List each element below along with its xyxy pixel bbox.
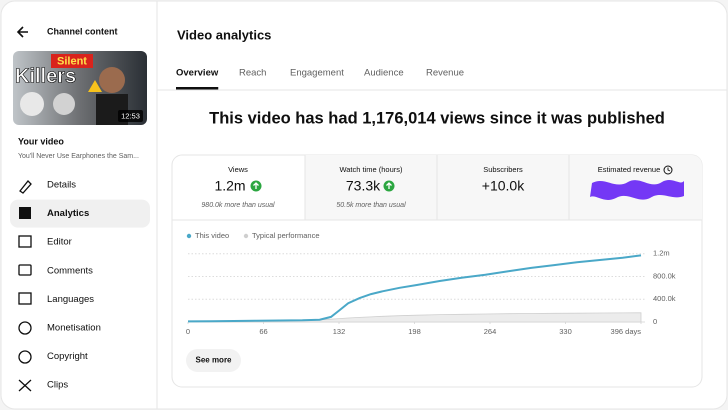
metric-label: Estimated revenue [598,165,661,174]
up-icon [250,180,262,192]
y-tick-label: 1.2m [653,249,670,258]
legend-label: This video [195,231,229,240]
duration: 12:53 [121,111,140,120]
metric-note: 980.0k more than usual [201,202,275,209]
nav-item[interactable]: Editor [47,237,72,248]
thumb-caption: Silent [57,55,87,67]
nav-item[interactable]: Clips [47,380,68,391]
series-line [187,254,642,323]
x-tick-label: 132 [333,327,346,336]
y-tick-label: 800.0k [653,271,676,280]
y-tick-label: 400.0k [653,294,676,303]
tab[interactable]: Reach [239,68,266,79]
nav-item[interactable]: Copyright [47,351,88,362]
sidebar-header: Channel content [47,26,118,36]
nav-item[interactable]: Comments [47,265,93,276]
thumb-tag [51,54,93,68]
metric-value: 73.3k [346,178,381,194]
legend-label: Typical performance [252,231,320,240]
tab[interactable]: Overview [176,68,219,79]
nav-item[interactable]: Analytics [47,208,89,219]
metric-label: Views [228,165,248,174]
metric-note: 50.5k more than usual [336,202,406,209]
nav-item[interactable]: Details [47,180,76,191]
x-tick-label: 0 [186,327,190,336]
redaction [590,180,684,200]
nav-selected [10,199,150,228]
metric-value: 1.2m [214,178,245,194]
x-tick-label: 66 [259,327,267,336]
tab-underline [176,87,219,90]
x-tick-label: 198 [408,327,421,336]
back-arrow[interactable] [16,26,28,38]
see-more-label[interactable]: See more [195,356,232,365]
metric-value: +10.0k [482,178,525,194]
thumb-earbud [53,93,75,115]
tab[interactable]: Engagement [290,68,344,79]
video-title: You'll Never Use Earphones the Sam... [18,153,139,160]
y-tick-label: 0 [653,317,657,326]
see-more-button[interactable] [186,349,241,372]
thumb-person [99,67,125,93]
video-label: Your video [18,136,64,146]
duration-badge [118,110,143,122]
legend-dot [186,233,192,239]
tab[interactable]: Audience [364,68,404,79]
legend-dot [243,233,249,239]
headline: This video has had 1,176,014 views since… [209,109,665,127]
tab[interactable]: Revenue [426,68,464,79]
thumb-caption: Killers [15,65,76,87]
nav-item[interactable]: Languages [47,294,94,305]
x-tick-label: 396 days [611,327,642,336]
page-title: Video analytics [177,27,271,42]
metric-label: Subscribers [483,165,523,174]
x-tick-label: 264 [484,327,497,336]
x-tick-label: 330 [559,327,572,336]
nav-icons [18,180,32,392]
nav-item[interactable]: Monetisation [47,323,101,334]
metric-label: Watch time (hours) [339,165,403,174]
up-icon [383,180,395,192]
thumb-warning [88,80,102,92]
thumb-earbud [20,92,44,116]
metric-strip [305,155,702,220]
clock-icon [663,165,673,175]
